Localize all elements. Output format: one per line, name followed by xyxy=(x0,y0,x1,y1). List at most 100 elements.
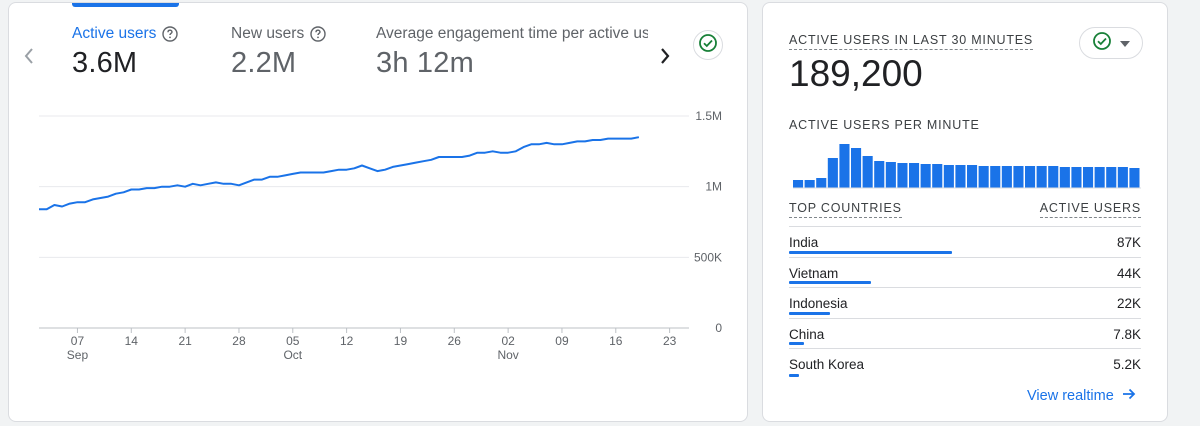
new-users-value: 2.2M xyxy=(231,47,297,79)
metric-label: Active users xyxy=(72,25,179,43)
chevron-left-icon[interactable] xyxy=(17,41,41,71)
engagement-label: Average engagement time per active user xyxy=(376,25,648,42)
per-minute-bar-chart xyxy=(793,144,1141,189)
x-tick-label: 23 xyxy=(663,334,677,348)
per-minute-bar[interactable] xyxy=(990,166,1001,188)
country-active-users: 87K xyxy=(1116,235,1141,250)
active-users-header[interactable]: ACTIVE USERS xyxy=(1039,201,1141,218)
x-tick-label: 19 xyxy=(394,334,408,348)
country-row[interactable]: Vietnam 44K xyxy=(789,258,1141,288)
help-circle-icon[interactable] xyxy=(310,26,326,42)
per-minute-bar[interactable] xyxy=(816,178,827,188)
metric-tab-new-users[interactable]: New users 2.2M xyxy=(231,3,351,95)
chevron-right-icon[interactable] xyxy=(653,41,677,71)
selected-tab-indicator xyxy=(72,3,179,7)
country-share-bar xyxy=(789,311,830,315)
per-minute-bar[interactable] xyxy=(1129,168,1140,188)
country-row[interactable]: Indonesia 22K xyxy=(789,288,1141,319)
per-minute-bar[interactable] xyxy=(1025,166,1036,188)
series-line-active-users[interactable] xyxy=(39,136,640,211)
per-minute-bar[interactable] xyxy=(1001,166,1012,188)
per-minute-bar[interactable] xyxy=(851,148,862,188)
y-tick-label: 0 xyxy=(715,321,722,335)
country-name: South Korea xyxy=(789,357,865,372)
per-minute-bar[interactable] xyxy=(1071,167,1082,188)
per-minute-bar[interactable] xyxy=(1036,166,1047,188)
per-minute-bar[interactable] xyxy=(943,165,954,188)
per-minute-bar[interactable] xyxy=(967,165,978,188)
y-tick-label: 500K xyxy=(694,250,722,264)
per-minute-bar[interactable] xyxy=(804,180,815,188)
country-active-users: 5.2K xyxy=(1113,357,1141,372)
metric-tab-active-users[interactable]: Active users 3.6M xyxy=(72,3,200,95)
x-tick-label: 05 xyxy=(286,334,300,348)
top-countries-header[interactable]: TOP COUNTRIES xyxy=(789,201,902,218)
x-tick-label: 12 xyxy=(340,334,354,348)
per-minute-bar[interactable] xyxy=(1117,167,1128,188)
country-name: Indonesia xyxy=(789,296,848,311)
y-tick-label: 1.5M xyxy=(695,109,722,123)
caret-down-icon xyxy=(1120,34,1130,52)
new-users-label: New users xyxy=(231,25,305,42)
x-tick-month-label: Sep xyxy=(67,348,89,362)
per-minute-bar[interactable] xyxy=(897,163,908,188)
per-minute-bar[interactable] xyxy=(909,163,920,188)
country-row[interactable]: India 87K xyxy=(789,227,1141,258)
x-tick-label: 26 xyxy=(448,334,462,348)
per-minute-bar[interactable] xyxy=(978,166,989,188)
x-tick-label: 09 xyxy=(555,334,569,348)
view-realtime-link[interactable]: View realtime xyxy=(1027,387,1136,405)
check-circle-icon xyxy=(1092,31,1112,56)
per-minute-bar[interactable] xyxy=(839,144,850,188)
x-tick-label: 07 xyxy=(71,334,85,348)
country-row[interactable]: China 7.8K xyxy=(789,319,1141,349)
per-minute-bar[interactable] xyxy=(932,164,943,188)
per-minute-bar[interactable] xyxy=(1013,166,1024,188)
per-minute-bar[interactable] xyxy=(1048,166,1059,188)
overview-card: Active users 3.6M New users 2.2M Average… xyxy=(8,2,748,422)
engagement-value: 3h 12m xyxy=(376,47,474,79)
per-minute-bar[interactable] xyxy=(920,164,931,188)
x-tick-label: 28 xyxy=(232,334,246,348)
data-quality-check-button[interactable] xyxy=(693,30,723,60)
arrow-right-icon xyxy=(1122,387,1136,405)
help-circle-icon[interactable] xyxy=(162,26,179,42)
per-minute-bar[interactable] xyxy=(1083,167,1094,188)
per-minute-bar[interactable] xyxy=(1094,167,1105,188)
country-row[interactable]: South Korea 5.2K xyxy=(789,349,1141,380)
realtime-card: ACTIVE USERS IN LAST 30 MINUTES 189,200 … xyxy=(762,2,1168,422)
countries-list: India 87K Vietnam 44K Indonesia 22K China 7.8K S… xyxy=(789,226,1141,380)
active-users-value: 3.6M xyxy=(72,47,138,79)
country-name: China xyxy=(789,326,825,342)
x-tick-month-label: Nov xyxy=(497,348,518,362)
per-minute-label: ACTIVE USERS PER MINUTE xyxy=(789,118,980,132)
x-tick-label: 14 xyxy=(125,334,139,348)
metric-label: Average engagement time per active user xyxy=(376,25,648,43)
country-share-bar xyxy=(789,373,799,377)
x-tick-label: 21 xyxy=(178,334,192,348)
y-tick-label: 1M xyxy=(705,180,722,194)
metric-tab-engagement-time[interactable]: Average engagement time per active user … xyxy=(376,3,648,95)
per-minute-bar[interactable] xyxy=(862,156,873,188)
x-tick-month-label: Oct xyxy=(283,348,302,362)
per-minute-bar[interactable] xyxy=(827,158,838,188)
country-active-users: 44K xyxy=(1116,265,1141,281)
x-tick-label: 02 xyxy=(501,334,515,348)
realtime-title[interactable]: ACTIVE USERS IN LAST 30 MINUTES xyxy=(789,33,1034,50)
per-minute-bar[interactable] xyxy=(1059,167,1070,188)
country-share-bar xyxy=(789,281,871,284)
per-minute-bar[interactable] xyxy=(955,165,966,188)
per-minute-bar[interactable] xyxy=(874,161,885,188)
per-minute-bar[interactable] xyxy=(885,162,896,188)
realtime-status-dropdown[interactable] xyxy=(1079,27,1143,59)
metric-label: New users xyxy=(231,25,326,43)
country-share-bar xyxy=(789,342,804,345)
per-minute-bar[interactable] xyxy=(793,180,804,188)
country-active-users: 22K xyxy=(1116,296,1141,311)
view-realtime-label: View realtime xyxy=(1027,388,1114,404)
active-users-label: Active users xyxy=(72,25,157,42)
per-minute-bar[interactable] xyxy=(1106,167,1117,188)
country-share-bar xyxy=(789,250,952,254)
country-name: Vietnam xyxy=(789,265,839,281)
